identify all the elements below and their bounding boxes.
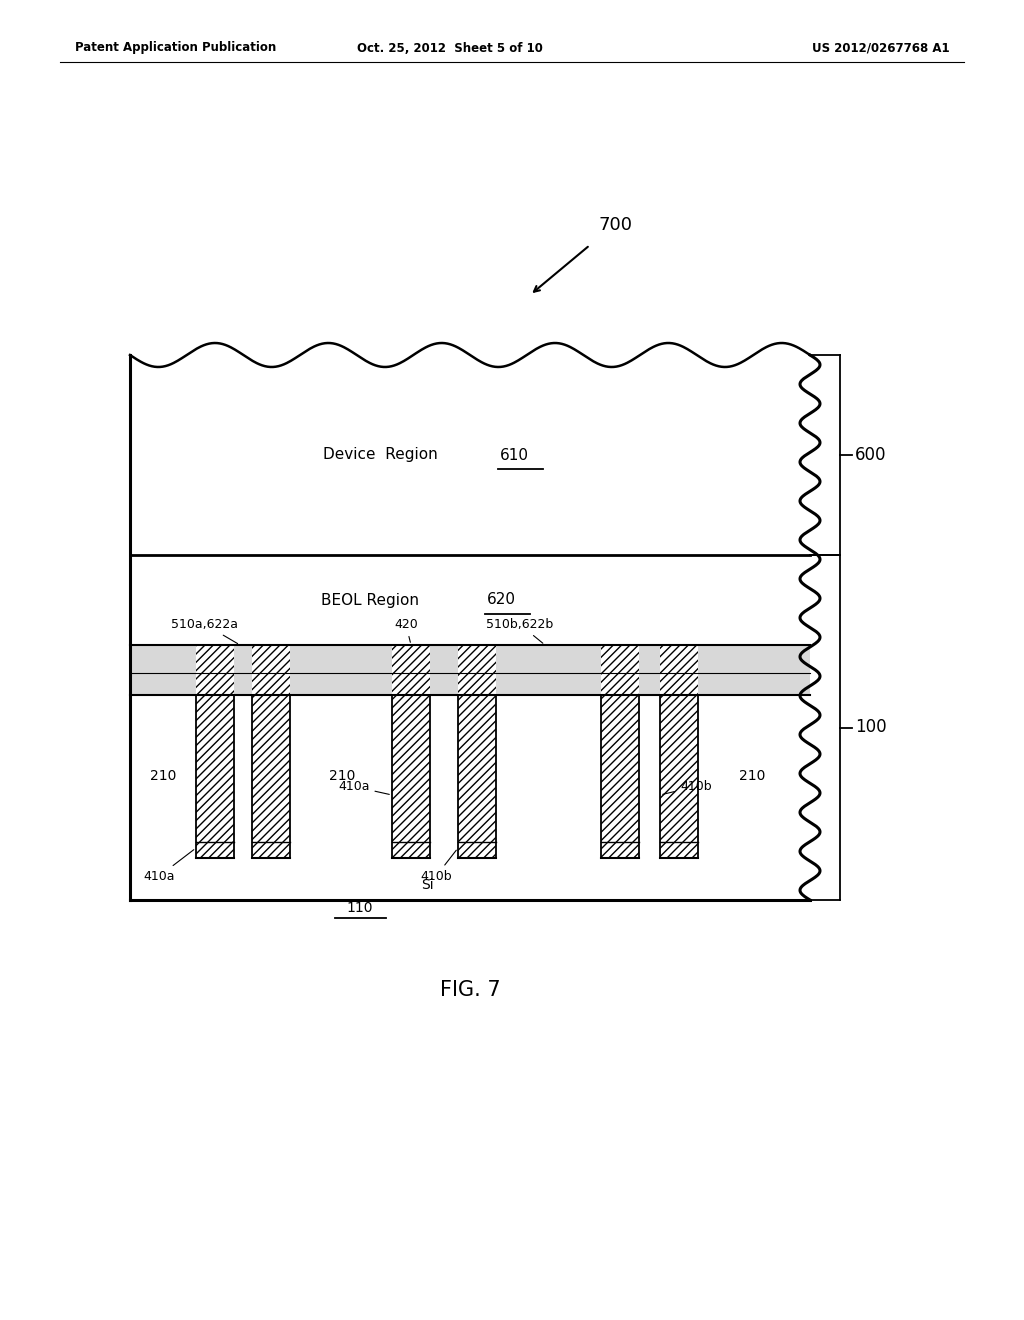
Text: FIG. 7: FIG. 7 [439, 979, 501, 1001]
Text: 620: 620 [487, 593, 516, 607]
Text: Oct. 25, 2012  Sheet 5 of 10: Oct. 25, 2012 Sheet 5 of 10 [357, 41, 543, 54]
Bar [601, 645, 639, 696]
Bar [660, 696, 698, 858]
Text: 410a: 410a [338, 780, 389, 795]
Bar [196, 696, 234, 858]
Bar [196, 645, 234, 696]
Text: 420: 420 [394, 618, 418, 643]
Text: US 2012/0267768 A1: US 2012/0267768 A1 [812, 41, 950, 54]
Text: 510b,622b: 510b,622b [486, 618, 554, 643]
Bar [130, 645, 810, 696]
Bar [252, 645, 290, 696]
Text: 210: 210 [150, 770, 176, 784]
Bar [458, 696, 496, 858]
Text: 600: 600 [855, 446, 887, 465]
Text: 610: 610 [500, 447, 529, 462]
Text: 100: 100 [855, 718, 887, 737]
Text: 410a: 410a [143, 850, 194, 883]
Text: Patent Application Publication: Patent Application Publication [75, 41, 276, 54]
Bar [252, 696, 290, 858]
Bar [601, 696, 639, 858]
Bar [392, 645, 430, 696]
Bar [458, 645, 496, 696]
Text: Device  Region: Device Region [323, 447, 437, 462]
Text: 700: 700 [598, 216, 632, 234]
Bar [392, 696, 430, 858]
Bar [660, 645, 698, 696]
Text: 410b: 410b [420, 850, 457, 883]
Text: 210: 210 [329, 770, 355, 784]
Bar [130, 355, 810, 900]
Text: 210: 210 [738, 770, 765, 784]
Text: Si: Si [421, 878, 433, 892]
Text: BEOL Region: BEOL Region [321, 593, 419, 607]
Text: 510a,622a: 510a,622a [171, 618, 239, 644]
Text: 410b: 410b [663, 780, 712, 795]
Text: 110: 110 [347, 902, 374, 915]
